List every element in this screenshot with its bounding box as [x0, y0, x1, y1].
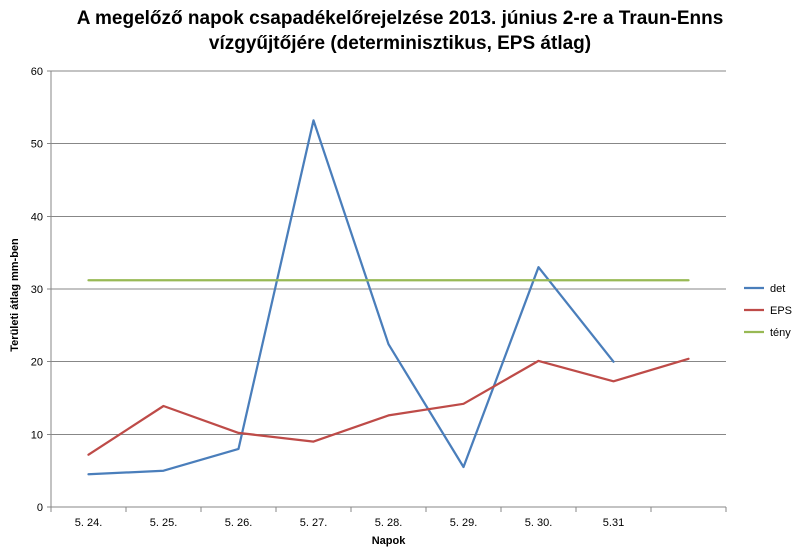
- y-tick-label: 30: [31, 284, 43, 296]
- x-tick-label: 5. 27.: [300, 517, 328, 529]
- y-tick-label: 60: [31, 66, 43, 78]
- series-lines: [87, 119, 690, 476]
- x-tick-label: 5. 25.: [150, 517, 178, 529]
- axes: [47, 70, 727, 512]
- x-tick-label: 5. 24.: [75, 517, 103, 529]
- x-tick-label: 5. 30.: [525, 517, 553, 529]
- x-tick-label: 5. 29.: [450, 517, 478, 529]
- x-tick-label: 5.31: [603, 517, 624, 529]
- x-tick-label: 5. 28.: [375, 517, 403, 529]
- legend-label-det: det: [770, 283, 785, 295]
- y-axis-title: Területi átlag mm-ben: [9, 238, 21, 352]
- chart-title-line-1: A megelőző napok csapadékelőrejelzése 20…: [76, 8, 724, 29]
- y-tick-label: 50: [31, 139, 43, 151]
- y-tick-label: 10: [31, 429, 43, 441]
- legend: det EPS tény: [744, 283, 792, 339]
- legend-label-EPS: EPS: [770, 305, 792, 317]
- x-tick-labels: 5. 24. 5. 25. 5. 26. 5. 27. 5. 28. 5. 29. 5. 3…: [75, 517, 624, 529]
- gridlines: [51, 70, 726, 435]
- y-tick-label: 40: [31, 211, 43, 223]
- y-tick-label: 0: [37, 502, 43, 514]
- series-line-EPS: [87, 357, 690, 456]
- x-tick-label: 5. 26.: [225, 517, 253, 529]
- chart-title: A megelőző napok csapadékelőrejelzése 20…: [0, 6, 800, 56]
- y-tick-labels: 0 10 20 30 40 50 60: [31, 66, 43, 514]
- y-tick-label: 20: [31, 357, 43, 369]
- legend-label-tény: tény: [770, 327, 791, 339]
- series-line-det: [87, 119, 615, 476]
- chart-title-line-2: vízgyűjtőjére (determinisztikus, EPS átl…: [208, 33, 592, 54]
- x-axis-title: Napok: [372, 535, 407, 547]
